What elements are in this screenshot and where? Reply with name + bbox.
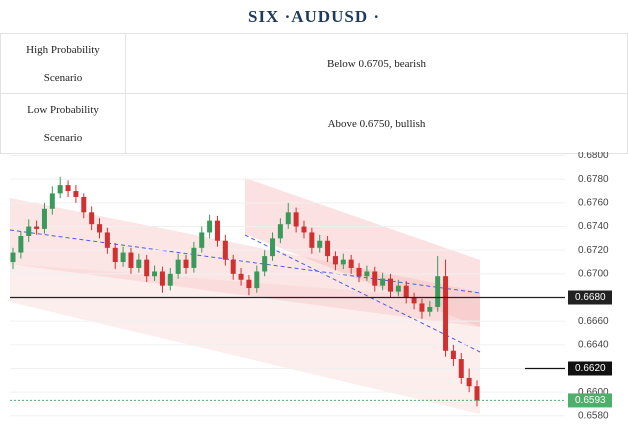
candle-body: [348, 259, 354, 268]
candle-body: [144, 259, 150, 277]
title: SIX ·AUDUSD ·: [0, 0, 628, 34]
cell: Below 0.6705, bearish: [125, 33, 628, 94]
candle-body: [34, 226, 40, 229]
candle-body: [277, 224, 283, 239]
candle-body: [332, 256, 338, 265]
candle-body: [97, 224, 103, 233]
y-tick-label: 0.6600: [578, 387, 609, 398]
y-tick-label: 0.6700: [578, 268, 609, 279]
candle-body: [191, 247, 197, 268]
candle-body: [175, 259, 181, 274]
candle-body: [270, 238, 276, 257]
candle-body: [120, 252, 126, 263]
candle-body: [57, 185, 63, 194]
trend-line: [9, 229, 481, 294]
cell: Low Probability Scenario: [0, 93, 126, 154]
y-tick-label: 0.6660: [578, 316, 609, 327]
trend-line: [244, 234, 481, 353]
candle-body: [159, 271, 165, 286]
channel: [10, 198, 480, 327]
candle-body: [411, 297, 417, 304]
candle-body: [301, 226, 307, 233]
candle-body: [309, 232, 315, 248]
y-tick-label: 0.6640: [578, 339, 609, 350]
candle-body: [419, 303, 425, 312]
candle-body: [403, 285, 409, 298]
candle-body: [427, 306, 433, 312]
candle-body: [222, 240, 228, 260]
y-tick-label: 0.6580: [578, 410, 609, 421]
candle-body: [89, 212, 95, 225]
candle-body: [167, 273, 173, 286]
candle-body: [10, 252, 16, 263]
level-label-box: [568, 361, 612, 376]
candle-body: [262, 256, 268, 272]
candle-body: [474, 386, 480, 401]
y-tick-label: 0.6740: [578, 221, 609, 232]
candle-body: [41, 208, 47, 229]
channels: [9, 178, 481, 414]
level-label-box: [568, 393, 612, 408]
scenario-table: High Probability Scenario Below 0.6705, b…: [0, 33, 628, 154]
level-label-box: [568, 290, 612, 305]
chart: 0.6580 0.6600 0.6620 0.6640 0.6660 0.6680 0.67…: [9, 152, 612, 421]
channel: [245, 178, 480, 327]
candle-body: [26, 226, 32, 236]
level-label: 0.6620: [575, 363, 606, 374]
candle-body: [136, 259, 142, 268]
candle-body: [293, 212, 299, 227]
candle-body: [230, 259, 236, 274]
candle-body: [199, 232, 205, 248]
candle-body: [395, 285, 401, 292]
channel: [10, 264, 480, 414]
candle-body: [285, 212, 291, 225]
candle-body: [380, 278, 386, 286]
cell: High Probability Scenario: [0, 33, 126, 94]
candle-body: [81, 196, 87, 213]
candle-body: [458, 359, 464, 378]
candle-body: [254, 271, 260, 289]
candle-body: [246, 279, 252, 289]
candle-body: [49, 193, 55, 209]
candle-body: [325, 240, 331, 257]
row: High Probability Scenario Below 0.6705, b…: [0, 33, 628, 94]
candle-body: [387, 278, 393, 292]
cell: Above 0.6750, bullish: [125, 93, 628, 154]
y-tick-label: 0.6760: [578, 198, 609, 209]
level-label: 0.6593: [575, 395, 606, 406]
candle-body: [238, 273, 244, 280]
candle-body: [340, 259, 346, 265]
candle-body: [104, 232, 110, 248]
candle-body: [466, 377, 472, 387]
candle-body: [443, 276, 449, 351]
y-tick-label: 0.6720: [578, 245, 609, 256]
candle-body: [152, 271, 158, 277]
candle-body: [372, 271, 378, 286]
candle-body: [128, 252, 134, 268]
candle-body: [112, 247, 118, 263]
candle-body: [435, 276, 441, 307]
candle-body: [207, 220, 213, 233]
candle-body: [73, 191, 79, 197]
level-label: 0.6680: [575, 292, 606, 303]
row: Low Probability Scenario Above 0.6750, bu…: [0, 93, 628, 154]
candle-body: [65, 185, 71, 192]
candle-body: [214, 220, 220, 241]
y-tick-label: 0.6800: [578, 152, 609, 161]
candle-body: [317, 240, 323, 248]
candle-body: [18, 235, 24, 253]
y-tick-label: 0.6780: [578, 174, 609, 185]
candle-body: [364, 271, 370, 277]
candle-body: [356, 267, 362, 277]
candle-body: [450, 350, 456, 360]
candle-body: [183, 259, 189, 268]
